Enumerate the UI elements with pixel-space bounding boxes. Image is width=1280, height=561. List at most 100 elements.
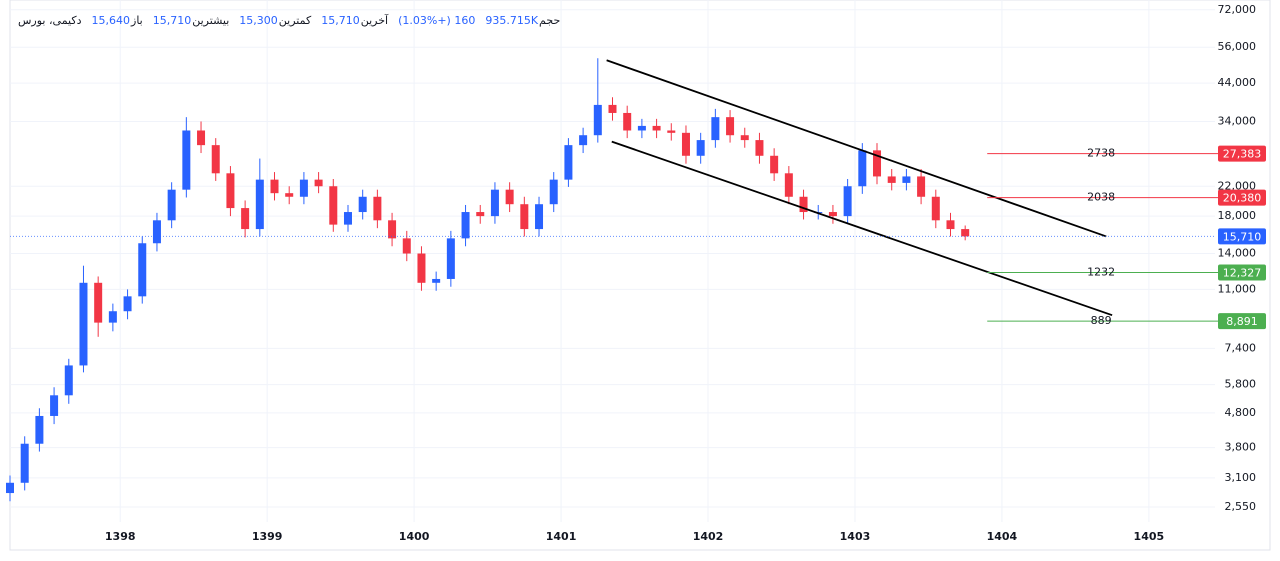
header-value: 15,710 [152, 14, 192, 27]
y-tick-label: 44,000 [1218, 76, 1257, 89]
candle-body [94, 282, 103, 323]
price-label: 12,327 [1223, 266, 1262, 279]
y-tick-label: 34,000 [1218, 114, 1257, 127]
candle-body [667, 130, 676, 133]
candle-body [402, 238, 411, 254]
price-label-box [1218, 313, 1266, 330]
y-tick-label: 18,000 [1218, 209, 1257, 222]
candle-body [64, 365, 73, 396]
header-label: آخرین [360, 14, 389, 27]
legend-header: دکیمی، بورس باز 15,640 بیشترین 15,710 کمترین 1… [18, 14, 560, 27]
candle-body [579, 135, 588, 146]
header-label: بیشترین [192, 14, 230, 27]
x-tick-label: 1402 [693, 530, 724, 543]
x-tick-label: 1405 [1134, 530, 1165, 543]
header-label: کمترین [278, 14, 312, 27]
level-label: 889 [1091, 314, 1112, 327]
header-value: 15,710 [321, 14, 360, 27]
header-item: 160 (+1.03%) [398, 14, 475, 27]
candle-body [549, 179, 558, 205]
candle-body [108, 311, 117, 323]
y-tick-label: 11,000 [1218, 282, 1257, 295]
candle-body [652, 125, 661, 131]
candle-body [226, 173, 235, 209]
candle-body [873, 150, 882, 177]
y-tick-label: 72,000 [1218, 3, 1257, 16]
candle-body [931, 196, 940, 221]
candle-body [961, 229, 970, 237]
candle-body [696, 140, 705, 156]
candle-body [755, 140, 764, 156]
candle-body [608, 104, 617, 113]
candle-body [285, 193, 294, 197]
candle-body [887, 176, 896, 183]
trendline [611, 140, 1113, 317]
candle-body [79, 282, 88, 366]
candle-body [432, 278, 441, 283]
candle-body [446, 238, 455, 279]
candle-body [197, 130, 206, 146]
x-tick-label: 1401 [546, 530, 577, 543]
candle-body [828, 212, 837, 217]
candle-body [270, 179, 279, 194]
candle-body [255, 179, 264, 230]
header-value: 15,640 [91, 14, 131, 27]
x-tick-label: 1403 [840, 530, 871, 543]
candle-body [740, 135, 749, 141]
y-tick-label: 2,550 [1225, 500, 1257, 513]
x-tick-label: 1399 [252, 530, 283, 543]
candle-body [593, 104, 602, 136]
x-tick-label: 1398 [105, 530, 136, 543]
candle-body [520, 204, 529, 230]
level-label: 2738 [1087, 147, 1115, 160]
candle-body [770, 155, 779, 174]
y-tick-label: 7,400 [1225, 341, 1257, 354]
price-label: 20,380 [1223, 192, 1262, 205]
level-label: 1232 [1087, 265, 1115, 278]
header-value: 935.715K [485, 14, 539, 27]
y-tick-label: 4,800 [1225, 406, 1257, 419]
candle-body [373, 196, 382, 221]
candle-body [726, 117, 735, 136]
candle-body [20, 443, 29, 483]
header-item: باز 15,640 [92, 14, 143, 27]
y-tick-label: 14,000 [1218, 247, 1257, 260]
candle-body [843, 186, 852, 217]
candle-body [50, 395, 59, 416]
candle-body [902, 176, 911, 183]
candle-body [358, 196, 367, 213]
chart-frame [9, 0, 1271, 551]
x-tick-label: 1400 [399, 530, 430, 543]
candle-body [476, 212, 485, 217]
trendline [606, 59, 1107, 238]
y-tick-label: 56,000 [1218, 40, 1257, 53]
candle-body [858, 150, 867, 187]
header-item: آخرین 15,710 [321, 14, 388, 27]
candle-body [35, 415, 44, 444]
price-label-box [1218, 228, 1266, 245]
candle-body [564, 145, 573, 180]
candle-body [681, 132, 690, 156]
candle-body [946, 220, 955, 230]
candle-body [182, 130, 191, 190]
candle-body [917, 176, 926, 197]
header-value: 160 (+1.03%) [398, 14, 476, 27]
price-label: 8,891 [1226, 315, 1258, 328]
candle-body [329, 186, 338, 225]
header-label: حجم [539, 14, 561, 27]
candle-body [211, 145, 220, 174]
candle-body [535, 204, 544, 230]
candle-body [241, 208, 250, 230]
candle-body [152, 220, 161, 244]
candle-body [461, 212, 470, 239]
header-label: دکیمی، بورس [18, 14, 82, 27]
candle-body [505, 189, 514, 205]
candle-body [388, 220, 397, 239]
level-label: 2038 [1087, 191, 1115, 204]
candle-body [637, 125, 646, 131]
y-tick-label: 22,000 [1218, 179, 1257, 192]
candle-body [490, 189, 499, 217]
candle-body [711, 117, 720, 141]
price-label: 27,383 [1223, 148, 1262, 161]
